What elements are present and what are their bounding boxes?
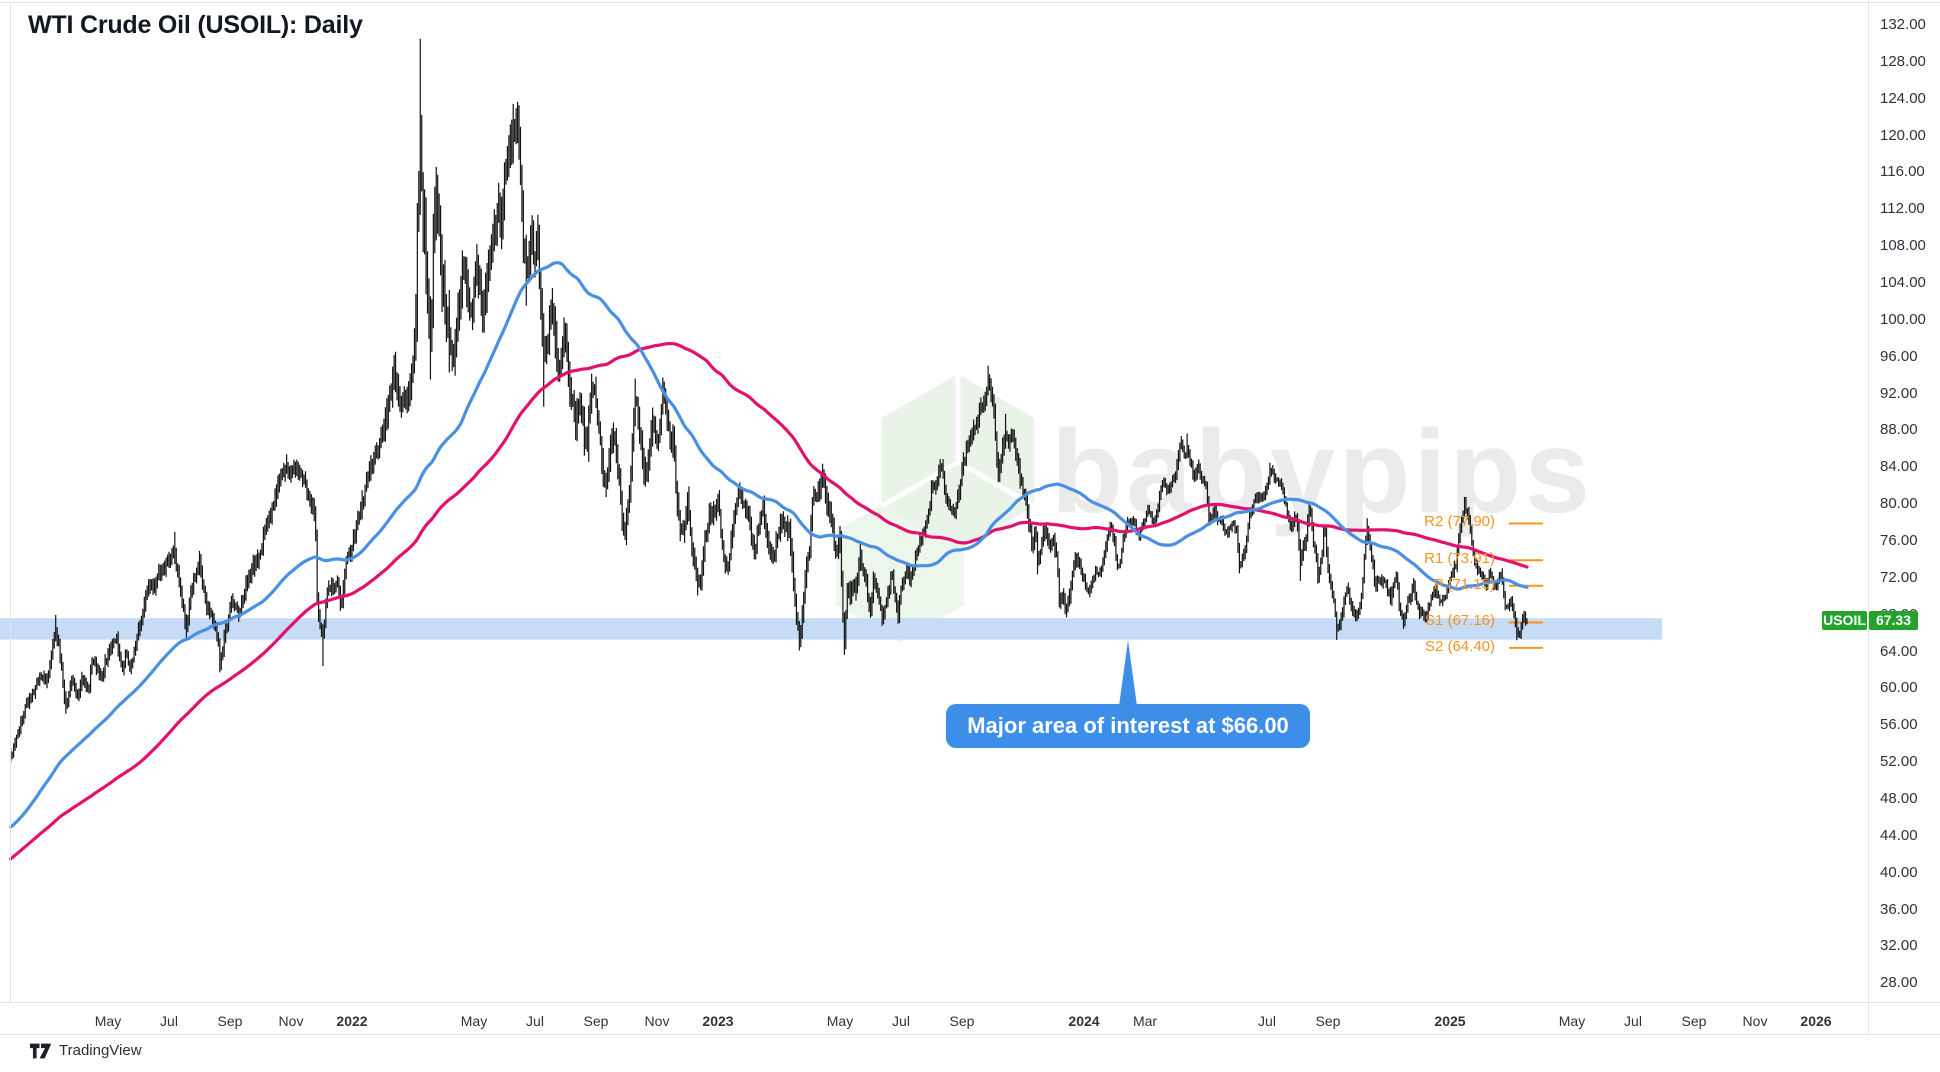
price-axis-label: 60.00: [1880, 679, 1918, 696]
support-zone-band[interactable]: [0, 618, 1662, 640]
time-axis-label: 2025: [1434, 1013, 1466, 1029]
price-axis-label: 108.00: [1880, 237, 1926, 254]
time-axis-label: May: [826, 1013, 854, 1029]
price-axis-label: 124.00: [1880, 90, 1926, 107]
callout-pointer: [1119, 640, 1137, 706]
sma200-line[interactable]: [9, 342, 1529, 861]
price-axis-label: 116.00: [1880, 163, 1925, 180]
price-axis-label: 120.00: [1880, 127, 1926, 144]
time-axis-label: Sep: [1681, 1013, 1707, 1029]
watermark-text: babypips: [1051, 406, 1593, 538]
price-axis-label: 32.00: [1880, 937, 1918, 954]
price-axis-label: 52.00: [1880, 753, 1918, 770]
babypips-watermark: babypips: [835, 374, 1593, 642]
price-axis-label: 40.00: [1880, 864, 1918, 881]
time-axis-label: May: [94, 1013, 122, 1029]
time-axis-label: Sep: [583, 1013, 609, 1029]
price-axis-label: 64.00: [1880, 643, 1918, 660]
price-axis-label: 104.00: [1880, 274, 1926, 291]
time-axis-label: Sep: [217, 1013, 243, 1029]
tradingview-brand-text: TradingView: [59, 1042, 142, 1059]
price-axis-label: 92.00: [1880, 385, 1918, 402]
price-axis-label: 80.00: [1880, 495, 1918, 512]
price-axis-label: 28.00: [1880, 974, 1918, 991]
time-axis-label: Sep: [949, 1013, 975, 1029]
tradingview-logo-icon: [30, 1043, 52, 1058]
time-axis-label: Mar: [1132, 1013, 1158, 1029]
annotation-callout[interactable]: Major area of interest at $66.00: [946, 704, 1310, 748]
price-axis-label: 100.00: [1880, 311, 1926, 328]
price-axis-label: 88.00: [1880, 421, 1918, 438]
time-axis-label: Nov: [278, 1013, 304, 1029]
price-axis-label: 36.00: [1880, 901, 1918, 918]
time-axis-label: Jul: [160, 1013, 178, 1029]
time-axis-label: Jul: [1258, 1013, 1276, 1029]
time-axis-label: Jul: [1624, 1013, 1642, 1029]
sma100-line[interactable]: [9, 261, 1529, 829]
price-axis-label: 56.00: [1880, 716, 1918, 733]
time-axis-label: 2024: [1068, 1013, 1100, 1029]
time-axis-label: Nov: [644, 1013, 670, 1029]
time-axis-label: 2026: [1800, 1013, 1832, 1029]
price-axis-label: 76.00: [1880, 532, 1918, 549]
price-bars[interactable]: [10, 38, 1528, 764]
time-axis-label: Nov: [1742, 1013, 1768, 1029]
price-axis-label: 84.00: [1880, 458, 1918, 475]
pivot-label-s2[interactable]: S2 (64.40): [1424, 638, 1495, 655]
price-axis-label: 72.00: [1880, 569, 1918, 586]
pivot-label-r1[interactable]: R1 (73.91): [1424, 550, 1495, 567]
time-axis-label: 2023: [702, 1013, 734, 1029]
symbol-badge: USOIL: [1822, 611, 1867, 630]
time-axis-label: 2022: [336, 1013, 368, 1029]
price-axis-label: 132.00: [1880, 16, 1926, 33]
annotation-text: Major area of interest at $66.00: [967, 713, 1289, 738]
price-axis-label: 112.00: [1880, 200, 1925, 217]
time-axis-label: Jul: [892, 1013, 910, 1029]
chart-title: WTI Crude Oil (USOIL): Daily: [28, 11, 363, 39]
price-axis-label: 96.00: [1880, 348, 1918, 365]
time-axis-label: Sep: [1315, 1013, 1341, 1029]
time-axis-label: Jul: [526, 1013, 544, 1029]
time-axis-label: May: [460, 1013, 488, 1029]
price-axis-label: 128.00: [1880, 53, 1926, 70]
time-axis-label: May: [1558, 1013, 1586, 1029]
price-axis-label: 44.00: [1880, 827, 1918, 844]
price-axis-label: 48.00: [1880, 790, 1918, 807]
last-price-badge: 67.33: [1869, 611, 1918, 630]
pivot-label-p[interactable]: P (71.15): [1433, 576, 1495, 593]
pivot-label-s1[interactable]: S1 (67.16): [1424, 612, 1495, 629]
pivot-label-r2[interactable]: R2 (77.90): [1424, 513, 1495, 530]
tradingview-attribution[interactable]: TradingView: [30, 1042, 142, 1059]
